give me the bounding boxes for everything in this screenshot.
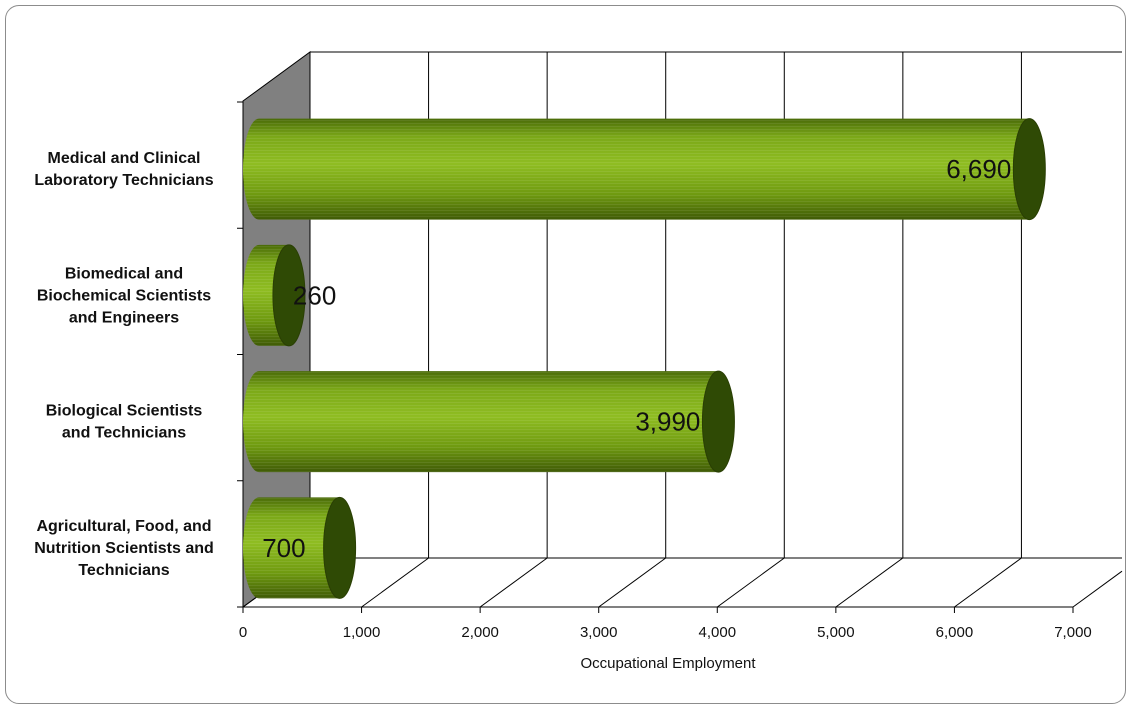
bar-end-cap — [1012, 118, 1046, 221]
bar-end-cap — [323, 496, 357, 599]
floor-gridline — [479, 557, 548, 608]
floor-gridline — [598, 557, 667, 608]
bar-texture — [243, 371, 719, 473]
bar-0 — [243, 118, 1046, 221]
bar-texture — [243, 497, 340, 599]
x-tick-label: 0 — [239, 624, 247, 641]
x-tick-label: 4,000 — [699, 624, 737, 641]
bar-3 — [243, 496, 357, 599]
category-label-line: Agricultural, Food, and — [36, 518, 211, 535]
category-label-line: Technicians — [78, 562, 169, 579]
floor-gridline — [954, 557, 1022, 608]
x-tick-label: 2,000 — [461, 624, 499, 641]
data-label: 700 — [262, 533, 305, 563]
category-label-line: Medical and Clinical — [48, 150, 201, 167]
bars-layer — [243, 118, 1046, 599]
category-label: Biological Scientists and Technicians — [46, 403, 203, 442]
floor-gridline — [361, 557, 429, 608]
category-label: Biomedical and Biochemical Scientists and … — [37, 265, 211, 326]
category-label: Medical and Clinical Laboratory Technicia… — [34, 150, 213, 189]
floor-gridline — [835, 557, 904, 608]
x-tick-label: 6,000 — [936, 624, 974, 641]
category-label-line: Laboratory Technicians — [34, 172, 213, 189]
floor-gridline — [716, 557, 785, 608]
labels-layer: 0 1,000 2,000 3,000 4,000 5,000 6,000 7,000 Occu… — [34, 150, 1092, 672]
category-label: Agricultural, Food, and Nutrition Scienti… — [34, 518, 214, 579]
bar-end-cap — [701, 370, 735, 473]
category-label-line: Nutrition Scientists and — [34, 540, 214, 557]
x-tick-label: 7,000 — [1054, 624, 1092, 641]
bar-1 — [243, 244, 306, 347]
floor-layer — [237, 101, 1123, 613]
category-label-line: and Engineers — [69, 309, 179, 326]
bar-2 — [243, 370, 735, 473]
category-label-line: and Technicians — [62, 425, 186, 442]
data-label: 260 — [293, 280, 336, 310]
x-tick-label: 1,000 — [343, 624, 381, 641]
data-label: 3,990 — [635, 407, 700, 437]
bar-texture — [243, 118, 1030, 220]
bar-end-cap — [272, 244, 306, 347]
floor-gridline — [1072, 570, 1123, 608]
x-tick-label: 3,000 — [580, 624, 618, 641]
category-label-line: Biomedical and — [65, 265, 183, 282]
x-tick-label: 5,000 — [817, 624, 855, 641]
x-axis-title: Occupational Employment — [580, 655, 756, 672]
category-label-line: Biochemical Scientists — [37, 287, 211, 304]
data-label: 6,690 — [946, 154, 1011, 184]
category-label-line: Biological Scientists — [46, 403, 203, 420]
